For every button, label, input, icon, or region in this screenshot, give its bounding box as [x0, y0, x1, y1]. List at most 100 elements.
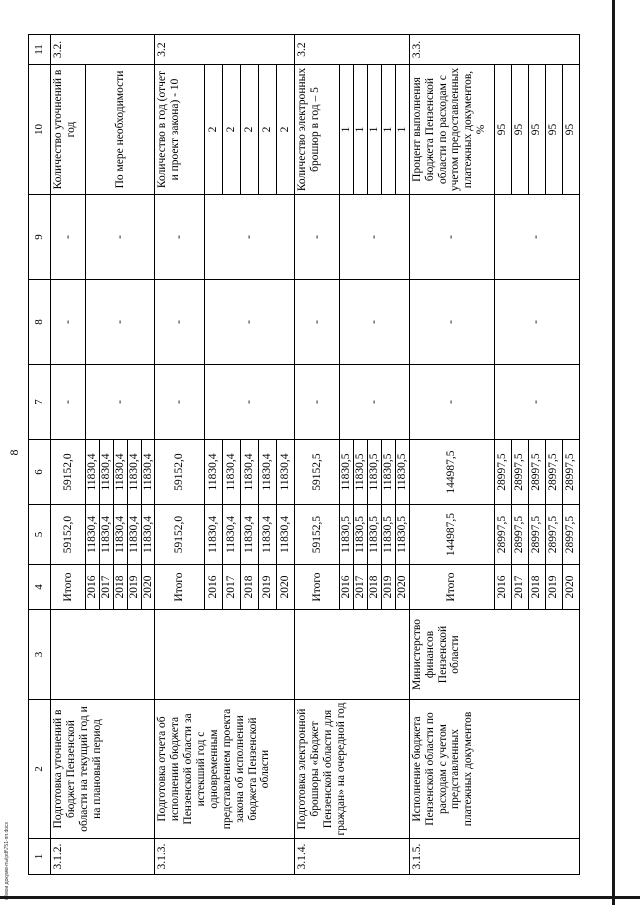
table-row: 3.1.2. Подготовка уточнений в бюджет Пенз… — [50, 34, 155, 875]
cell-empty-dash: - — [50, 279, 86, 365]
cell-period: 2020 — [276, 564, 295, 610]
cell-amount: 11830,4 — [141, 504, 155, 565]
table-row: 3.1.5. Исполнение бюджета Пензенской обла… — [409, 34, 580, 875]
cell-amount: 11830,4 — [204, 504, 223, 565]
header-cell: 7 — [28, 364, 51, 440]
cell-amount: 11830,4 — [258, 439, 277, 505]
cell-period: 2017 — [511, 564, 529, 610]
cell-amount: 28997,5 — [494, 439, 512, 505]
cell-amount: 11830,4 — [222, 504, 241, 565]
cell-empty-dash: - — [154, 364, 205, 440]
cell-amount: 59152,5 — [294, 439, 340, 505]
cell-period: 2019 — [127, 564, 141, 610]
cell-amount: 11830,5 — [339, 439, 354, 505]
cell-amount: 59152,0 — [50, 439, 86, 505]
cell-period: 2016 — [204, 564, 223, 610]
cell-amount: 11830,4 — [276, 504, 295, 565]
cell-empty-dash: - — [154, 194, 205, 280]
cell-row-number: 3.1.2. — [50, 838, 155, 875]
cell-link: 3.2. — [50, 34, 155, 65]
cell-amount: 11830,5 — [353, 504, 368, 565]
cell-amount: 11830,5 — [395, 439, 410, 505]
cell-period: 2016 — [85, 564, 100, 610]
cell-executor — [154, 609, 295, 700]
header-cell: 2 — [28, 699, 51, 839]
cell-period: Итого — [409, 564, 495, 610]
cell-amount: 11830,4 — [240, 439, 259, 505]
cell-indicator-value: 2 — [240, 64, 259, 195]
cell-empty-dash: - — [204, 194, 295, 280]
cell-period: Итого — [294, 564, 340, 610]
cell-amount: 59152,0 — [50, 504, 86, 565]
cell-indicator: Количество уточнений в год — [50, 64, 86, 195]
cell-indicator: Количество в год (отчет и проект закона)… — [154, 64, 205, 195]
cell-indicator-value: 1 — [395, 64, 410, 195]
cell-indicator-value: 1 — [381, 64, 396, 195]
cell-amount: 28997,5 — [511, 439, 529, 505]
cell-activity-name: Подготовка электронной брошюры «Бюджет П… — [294, 699, 410, 839]
cell-amount: 11830,4 — [240, 504, 259, 565]
cell-amount: 28997,5 — [545, 504, 563, 565]
cell-indicator-value: 95 — [528, 64, 546, 195]
header-cell: 5 — [28, 504, 51, 565]
cell-indicator-value: 2 — [222, 64, 241, 195]
cell-period: 2019 — [545, 564, 563, 610]
cell-amount: 11830,4 — [113, 504, 128, 565]
cell-amount: 11830,4 — [85, 504, 100, 565]
cell-executor: Министерство финансов Пензенской области — [409, 609, 580, 700]
cell-indicator-value: 1 — [353, 64, 368, 195]
cell-indicator-value: 95 — [494, 64, 512, 195]
cell-indicator-value: 2 — [204, 64, 223, 195]
cell-amount: 11830,4 — [85, 439, 100, 505]
cell-amount: 144987,5 — [409, 439, 495, 505]
cell-amount: 11830,5 — [395, 504, 410, 565]
cell-period: 2017 — [353, 564, 368, 610]
cell-empty-dash: - — [294, 194, 340, 280]
cell-indicator-value: 95 — [511, 64, 529, 195]
header-cell: 3 — [28, 609, 51, 700]
program-table-body: 1 2 3 4 5 6 7 8 9 10 11 3.1.2. Подготовка уточнений … — [28, 34, 580, 875]
cell-empty-dash: - — [294, 279, 340, 365]
cell-period: 2018 — [528, 564, 546, 610]
cell-empty-dash: - — [50, 364, 86, 440]
cell-amount: 28997,5 — [528, 439, 546, 505]
table-row: 3.1.3. Подготовка отчета об исполнении бю… — [154, 34, 295, 875]
cell-period: 2020 — [141, 564, 155, 610]
scan-edge-horizontal — [0, 896, 640, 899]
cell-empty-dash: - — [85, 279, 155, 365]
header-cell: 4 — [28, 564, 51, 610]
table-header-row: 1 2 3 4 5 6 7 8 9 10 11 — [28, 34, 51, 875]
cell-link: 3.2 — [154, 34, 295, 65]
cell-amount: 59152,0 — [154, 439, 205, 505]
cell-row-number: 3.1.5. — [409, 838, 580, 875]
cell-indicator: Процент выполнения бюджета Пензенской об… — [409, 64, 495, 195]
cell-period: 2020 — [562, 564, 580, 610]
cell-amount: 11830,5 — [381, 439, 396, 505]
cell-empty-dash: - — [494, 364, 580, 440]
cell-period: 2019 — [381, 564, 396, 610]
cell-empty-dash: - — [85, 194, 155, 280]
cell-period: Итого — [154, 564, 205, 610]
cell-amount: 11830,4 — [113, 439, 128, 505]
cell-amount: 59152,5 — [294, 504, 340, 565]
cell-empty-dash: - — [294, 364, 340, 440]
cell-period: 2018 — [367, 564, 382, 610]
cell-amount: 144987,5 — [409, 504, 495, 565]
cell-amount: 11830,5 — [367, 504, 382, 565]
cell-period: 2016 — [494, 564, 512, 610]
cell-period: 2017 — [222, 564, 241, 610]
cell-empty-dash: - — [204, 364, 295, 440]
cell-row-number: 3.1.4. — [294, 838, 410, 875]
cell-empty-dash: - — [409, 194, 495, 280]
cell-empty-dash: - — [50, 194, 86, 280]
cell-indicator: Количество электронных брошюр в год – 5 — [294, 64, 340, 195]
cell-period: 2020 — [395, 564, 410, 610]
cell-amount: 28997,5 — [562, 504, 580, 565]
page-number: 8 — [7, 449, 21, 456]
cell-empty-dash: - — [409, 364, 495, 440]
cell-amount: 28997,5 — [494, 504, 512, 565]
cell-executor — [294, 609, 410, 700]
cell-amount: 11830,4 — [258, 504, 277, 565]
cell-empty-dash: - — [339, 194, 410, 280]
